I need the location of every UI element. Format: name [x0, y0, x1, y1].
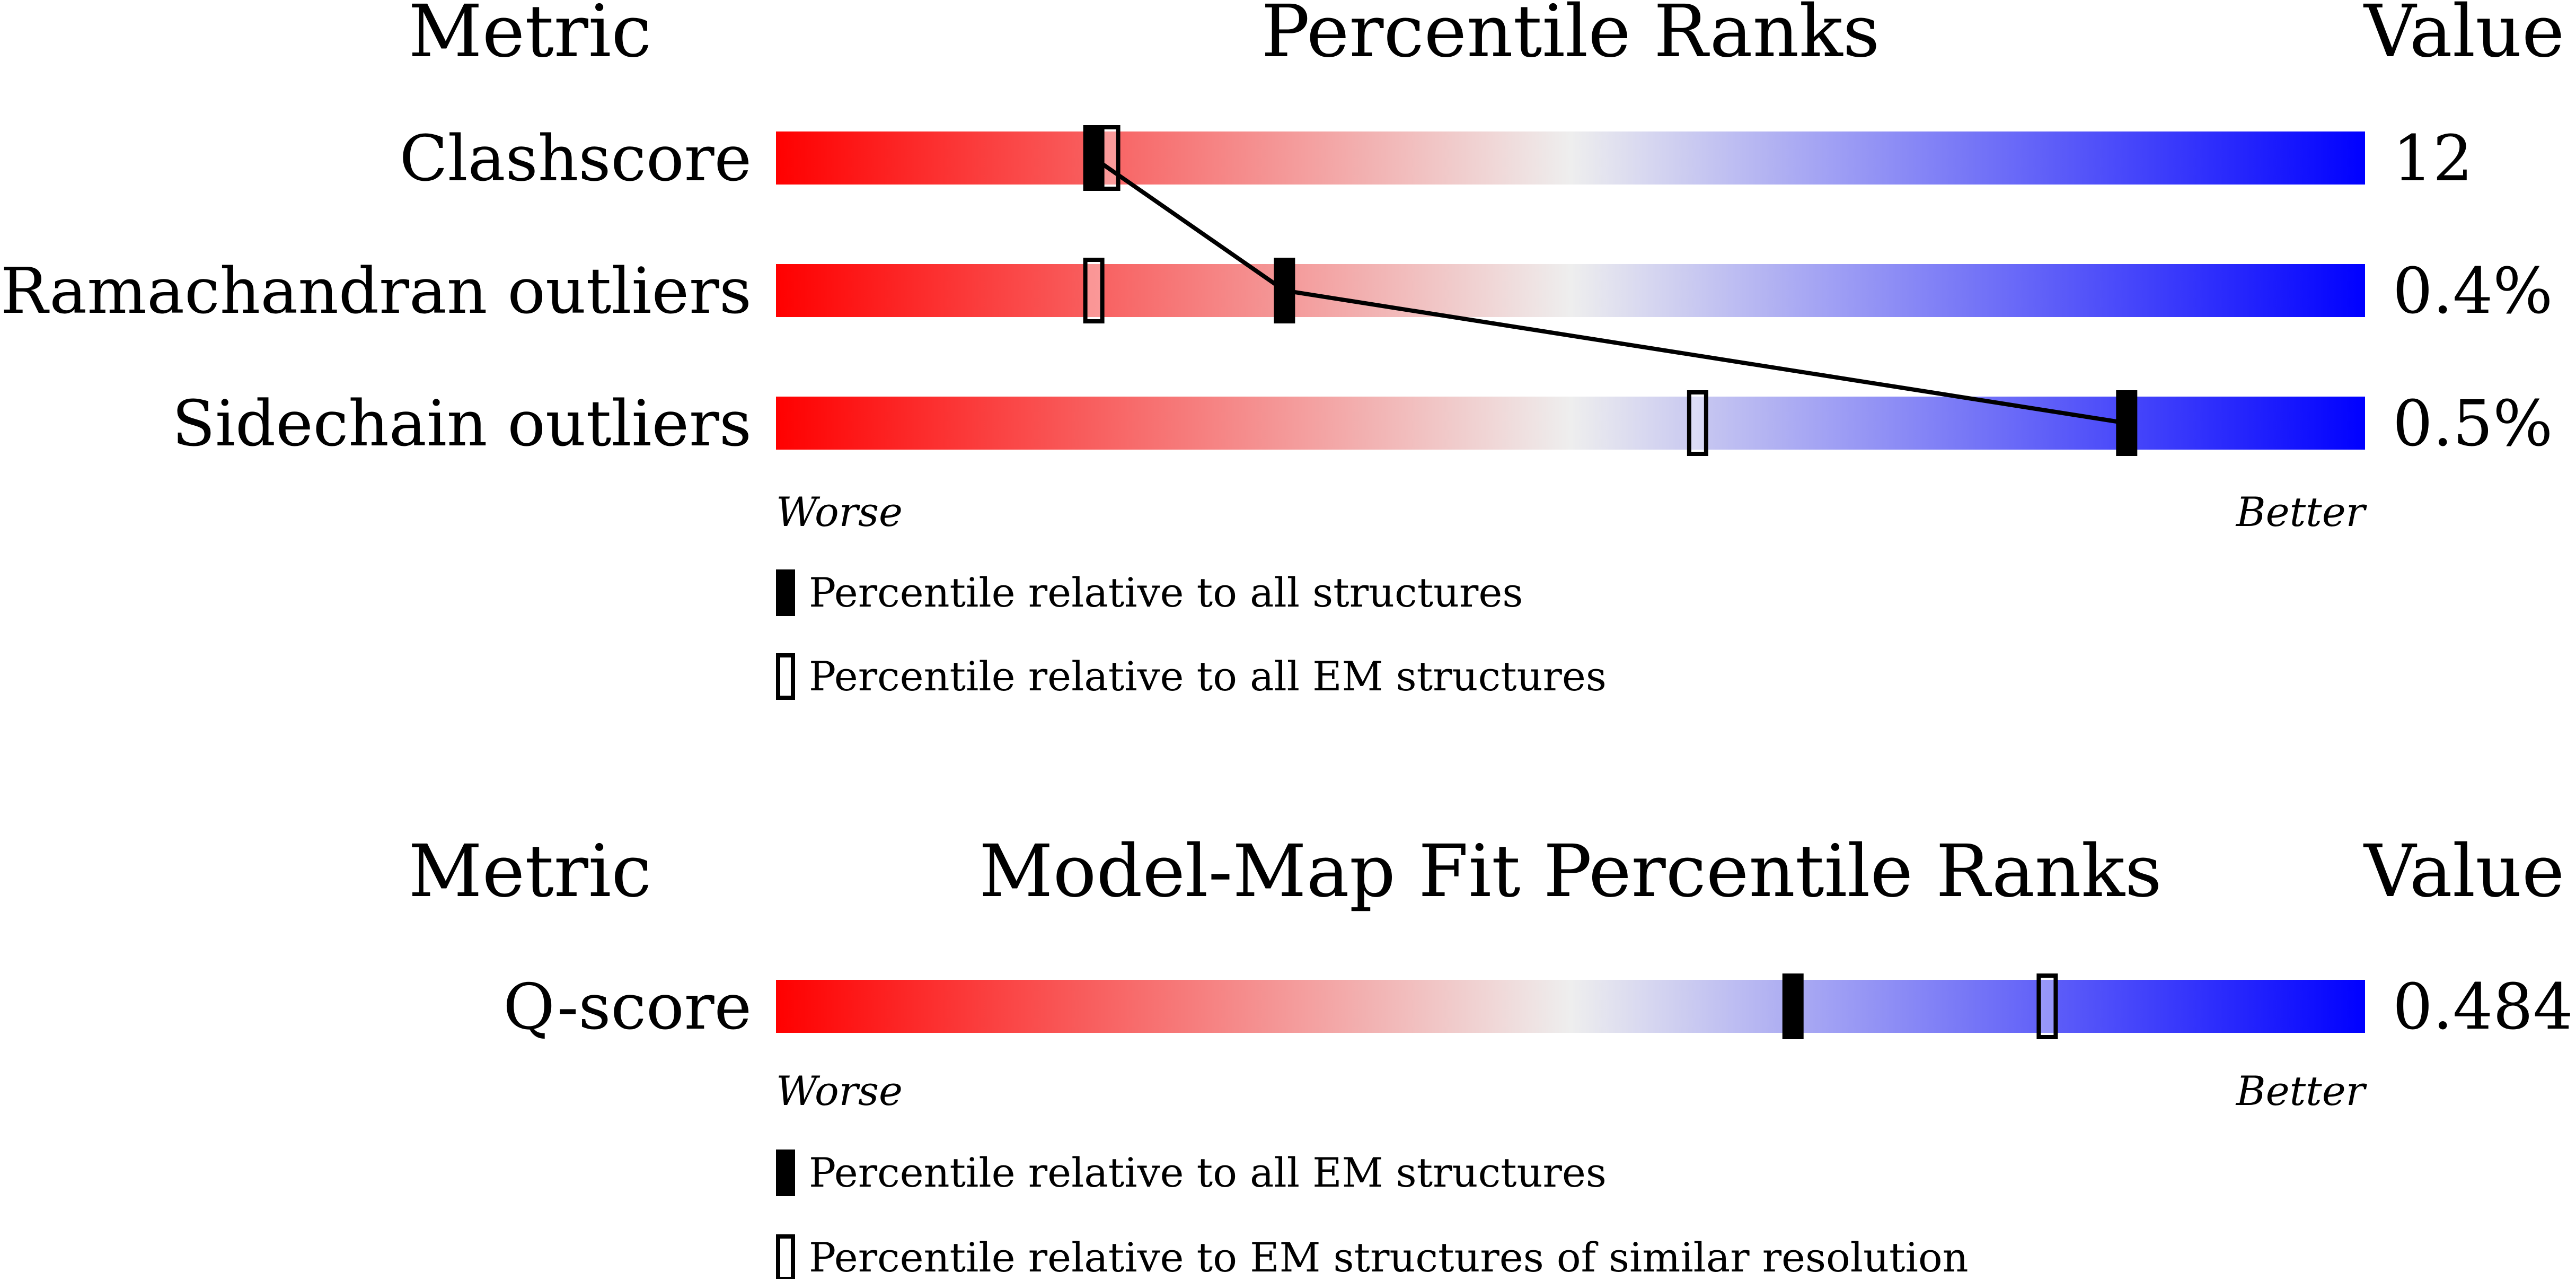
legend-item: Percentile relative to EM structures of … — [776, 1234, 1969, 1281]
legend-filled-marker — [776, 569, 795, 616]
legend-label: Percentile relative to all structures — [809, 569, 1523, 616]
metric-label: Q-score — [503, 971, 752, 1044]
value-header: Value — [2363, 0, 2564, 74]
legend-item: Percentile relative to all structures — [776, 569, 1523, 616]
percentile-gradient-bar — [776, 131, 2365, 185]
legend-item: Percentile relative to all EM structures — [776, 653, 1607, 700]
chart-title: Percentile Ranks — [1261, 0, 1880, 74]
percentile-gradient-bar — [776, 980, 2365, 1033]
metric-row: Q-score 0.484 — [503, 971, 2573, 1044]
axis-worse-label: Worse — [776, 488, 903, 536]
percentile-marker-open — [1083, 258, 1105, 323]
axis-worse-label: Worse — [776, 1067, 903, 1115]
metric-label: Clashscore — [400, 122, 752, 196]
legend-item: Percentile relative to all EM structures — [776, 1149, 1607, 1196]
chart-panel-2: Metric Model-Map Fit Percentile Ranks Valu… — [408, 830, 2573, 1281]
percentile-gradient-bar — [776, 397, 2365, 450]
metric-header: Metric — [408, 830, 651, 914]
metric-value: 0.5% — [2393, 388, 2553, 461]
axis-better-label: Better — [2235, 1067, 2368, 1115]
chart-panel-1: Metric Percentile Ranks Value Clashscore 12 R… — [1, 0, 2564, 700]
legend-open-marker — [776, 653, 795, 700]
legend-label: Percentile relative to all EM structures — [809, 653, 1607, 700]
metric-value: 12 — [2393, 122, 2473, 196]
chart-title: Model-Map Fit Percentile Ranks — [979, 830, 2162, 914]
percentile-connector-line — [1092, 156, 2127, 425]
axis-better-label: Better — [2235, 488, 2368, 536]
percentile-marker-filled — [1782, 973, 1804, 1039]
percentile-gradient-bar — [776, 264, 2365, 317]
metric-value: 0.4% — [2393, 255, 2553, 328]
legend-label: Percentile relative to all EM structures — [809, 1149, 1607, 1196]
percentile-marker-open — [1687, 390, 1708, 456]
metric-value: 0.484 — [2393, 971, 2573, 1044]
legend-label: Percentile relative to EM structures of … — [809, 1234, 1969, 1279]
metric-header: Metric — [408, 0, 651, 74]
metric-row: Clashscore 12 — [400, 122, 2473, 196]
value-header: Value — [2363, 830, 2564, 914]
metric-label: Sidechain outliers — [172, 388, 752, 461]
legend-filled-marker — [776, 1150, 795, 1196]
metric-row: Ramachandran outliers 0.4% — [1, 255, 2553, 328]
metric-row: Sidechain outliers 0.5% — [172, 388, 2553, 461]
metric-label: Ramachandran outliers — [1, 255, 752, 328]
percentile-marker-open — [2036, 973, 2058, 1039]
legend-open-marker — [776, 1234, 795, 1281]
